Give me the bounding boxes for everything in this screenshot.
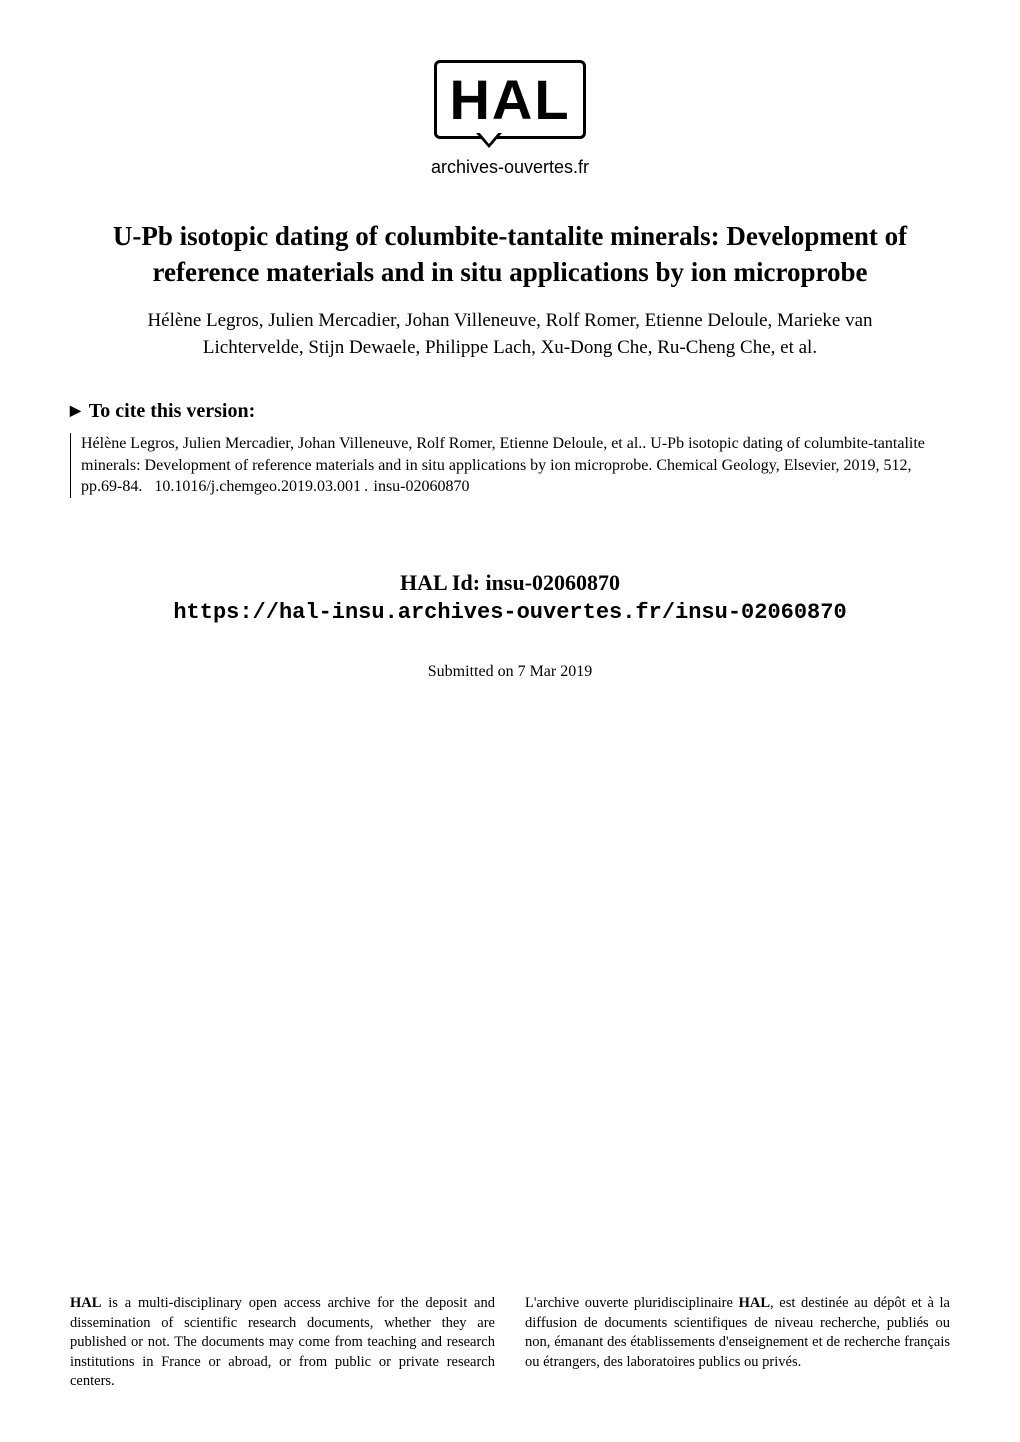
license-right-prefix: L'archive ouverte pluridisciplinaire [525,1295,739,1311]
hal-logo-subtitle: archives-ouvertes.fr [431,157,589,178]
paper-title: U-Pb isotopic dating of columbite-tantal… [70,218,950,291]
license-left-bold: HAL [70,1295,101,1311]
logo-tail-fill-icon [479,132,499,144]
hal-logo-block: HAL archives-ouvertes.fr [70,60,950,178]
license-row: HAL is a multi-disciplinary open access … [70,1294,950,1392]
hal-id-label: HAL Id: insu-02060870 [70,570,950,596]
submitted-date: Submitted on 7 Mar 2019 [70,663,950,681]
license-right-bold: HAL [739,1295,770,1311]
hal-logo-box: HAL [434,60,585,139]
cite-section: To cite this version: Hélène Legros, Jul… [70,400,950,498]
license-left: HAL is a multi-disciplinary open access … [70,1294,495,1392]
paper-authors: Hélène Legros, Julien Mercadier, Johan V… [70,307,950,362]
hal-url[interactable]: https://hal-insu.archives-ouvertes.fr/in… [70,600,950,625]
hal-id-section: HAL Id: insu-02060870 https://hal-insu.a… [70,570,950,625]
hal-logo-text: HAL [449,68,570,131]
cite-heading: To cite this version: [70,400,950,423]
license-left-text: is a multi-disciplinary open access arch… [70,1295,495,1389]
hal-logo: HAL archives-ouvertes.fr [431,60,589,178]
cite-body: Hélène Legros, Julien Mercadier, Johan V… [70,433,950,498]
license-right: L'archive ouverte pluridisciplinaire HAL… [525,1294,950,1392]
